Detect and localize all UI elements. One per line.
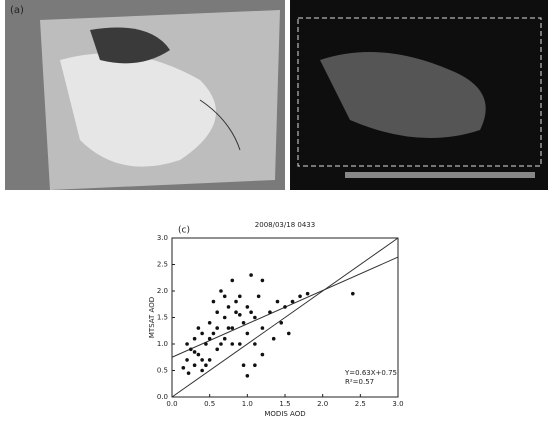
point	[271, 336, 276, 341]
point	[196, 326, 201, 330]
point	[185, 358, 189, 362]
chart-title: 2008/03/18 0433	[255, 221, 315, 229]
y-tick-label: 1.0	[157, 340, 168, 348]
point	[260, 352, 265, 357]
point	[279, 321, 284, 325]
point	[245, 331, 250, 336]
point	[200, 358, 204, 362]
point	[230, 278, 235, 283]
x-axis-label: MODIS AOD	[264, 410, 305, 418]
y-tick-label: 0.0	[157, 393, 168, 401]
y-tick-label: 1.5	[157, 314, 168, 322]
point	[204, 363, 208, 368]
point	[286, 331, 291, 336]
point	[215, 347, 219, 352]
x-tick-label: 0.5	[204, 400, 215, 408]
point	[226, 326, 231, 330]
y-tick-label: 0.5	[157, 367, 168, 375]
point	[245, 305, 250, 309]
point	[298, 294, 302, 299]
point	[219, 342, 223, 346]
y-tick-label: 2.0	[157, 287, 168, 295]
point	[260, 278, 265, 283]
point	[211, 299, 216, 304]
point	[249, 310, 253, 315]
point	[256, 294, 261, 299]
satellite-image-a: (a)	[5, 0, 285, 190]
y-tick-label: 3.0	[157, 234, 168, 242]
point	[234, 299, 238, 304]
point	[283, 305, 287, 309]
point	[253, 363, 257, 368]
point	[185, 342, 189, 346]
point	[230, 326, 235, 330]
x-tick-label: 3.0	[392, 400, 403, 408]
satellite-image-b	[290, 0, 548, 190]
point	[253, 342, 257, 346]
point	[245, 374, 250, 378]
point	[192, 363, 197, 368]
point	[226, 305, 231, 309]
point	[196, 352, 201, 357]
point	[211, 331, 216, 336]
point	[351, 291, 355, 296]
y-tick-label: 2.5	[157, 261, 168, 269]
point	[192, 336, 197, 341]
point	[207, 358, 212, 362]
point	[181, 366, 186, 370]
point	[290, 299, 295, 304]
one-to-one-line	[171, 237, 399, 398]
point	[219, 289, 223, 293]
point	[238, 294, 242, 299]
point	[249, 273, 253, 277]
annotation: R²=0.57	[345, 378, 374, 386]
point	[189, 347, 193, 352]
y-axis-label: MTSAT AOD	[148, 297, 156, 338]
point	[215, 310, 219, 315]
point	[230, 342, 235, 346]
point	[204, 342, 208, 346]
x-tick-label: 1.5	[279, 400, 290, 408]
point	[234, 310, 238, 315]
point	[215, 326, 219, 330]
point	[200, 331, 204, 336]
point	[238, 313, 242, 317]
point	[253, 315, 257, 320]
point	[238, 342, 242, 346]
point	[275, 299, 280, 304]
point	[222, 315, 227, 320]
point	[222, 336, 227, 341]
panel-label: (a)	[10, 5, 24, 16]
annotation: Y=0.63X+0.75	[344, 369, 397, 377]
point	[241, 363, 246, 368]
panel-label: (c)	[178, 226, 190, 236]
point	[222, 294, 227, 299]
point	[260, 326, 265, 330]
x-tick-label: 2.5	[355, 400, 366, 408]
point	[241, 321, 246, 325]
x-tick-label: 0.0	[166, 400, 177, 408]
point	[207, 336, 212, 341]
point	[192, 350, 197, 354]
x-tick-label: 1.0	[242, 400, 253, 408]
point	[200, 368, 204, 373]
x-tick-label: 2.0	[317, 400, 328, 408]
point	[207, 321, 212, 325]
point	[186, 371, 191, 375]
point	[305, 291, 310, 296]
point	[268, 310, 272, 315]
